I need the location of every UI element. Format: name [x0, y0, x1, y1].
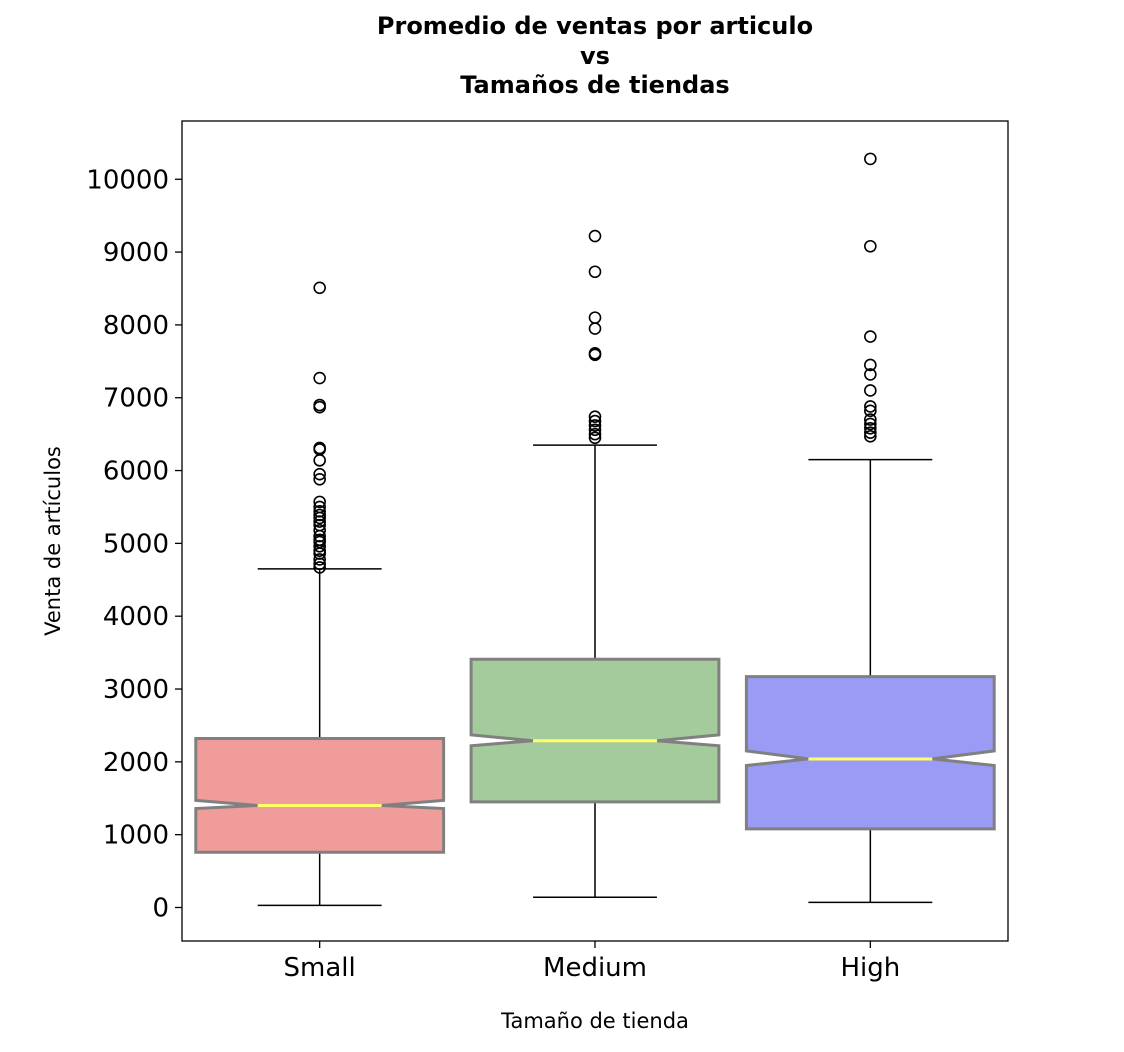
outlier-point — [588, 322, 602, 335]
outlier-point — [313, 515, 326, 528]
outlier-point — [313, 529, 326, 543]
outlier-point — [864, 422, 877, 435]
outlier-point — [864, 384, 877, 397]
outlier-point — [864, 239, 877, 253]
outlier-point — [313, 454, 326, 467]
outlier-point — [313, 557, 326, 571]
outlier-point — [313, 400, 326, 414]
outlier-point — [313, 281, 326, 295]
y-tick-label: 10000 — [86, 165, 169, 195]
outlier-point — [588, 229, 602, 243]
outlier-point — [588, 431, 602, 445]
outlier-point — [313, 505, 326, 518]
x-tick-label: Medium — [543, 953, 647, 983]
y-tick-label: 5000 — [103, 529, 169, 559]
outlier-point — [864, 426, 877, 439]
outlier-point — [313, 561, 326, 574]
y-tick-label: 6000 — [103, 457, 169, 487]
outlier-point — [864, 152, 877, 166]
box-body — [194, 737, 446, 854]
outlier-point — [864, 400, 877, 413]
outlier-point — [313, 511, 326, 525]
box-group-small — [194, 281, 446, 907]
outlier-point — [864, 430, 877, 443]
outlier-point — [588, 419, 602, 432]
y-tick-label: 4000 — [103, 602, 169, 632]
y-tick-label: 8000 — [103, 311, 169, 341]
y-tick-label: 7000 — [103, 384, 169, 414]
outlier-point — [313, 539, 326, 553]
outlier-point — [588, 311, 602, 324]
box-body — [744, 675, 996, 831]
outlier-point — [313, 553, 326, 566]
box-body — [469, 657, 721, 804]
outlier-point — [588, 414, 602, 428]
outlier-point — [588, 410, 602, 423]
y-tick-label: 0 — [152, 894, 169, 924]
outlier-point — [313, 467, 326, 481]
outlier-point — [864, 330, 877, 343]
plot-area — [194, 152, 996, 907]
y-tick-label: 2000 — [103, 748, 169, 778]
x-tick-label: High — [840, 953, 900, 983]
box-group-high — [744, 152, 996, 904]
y-tick-label: 3000 — [103, 675, 169, 705]
chart-title-line: vs — [580, 41, 610, 70]
x-axis: Small Medium High — [284, 941, 900, 983]
chart-title-line: Promedio de ventas por articulo — [376, 12, 814, 40]
outlier-point — [313, 495, 326, 509]
chart-title-line: Tamaños de tiendas — [460, 71, 730, 99]
outlier-point — [588, 348, 602, 362]
outlier-point — [588, 265, 602, 279]
outlier-point — [864, 358, 877, 372]
outlier-point — [313, 547, 326, 560]
outlier-point — [313, 472, 326, 486]
outlier-point — [864, 404, 877, 418]
box-group-medium — [469, 229, 721, 899]
outlier-point — [588, 427, 602, 441]
y-axis-label: Venta de artículos — [41, 446, 65, 636]
y-tick-label: 9000 — [103, 238, 169, 268]
outlier-point — [864, 417, 877, 431]
chart-title: Promedio de ventas por articulo vs Tamañ… — [0, 12, 1124, 101]
y-tick-label: 1000 — [103, 821, 169, 851]
outlier-point — [864, 413, 877, 426]
outlier-point — [864, 368, 877, 381]
outlier-point — [588, 423, 602, 437]
x-axis-label: Tamaño de tienda — [500, 1009, 689, 1033]
x-tick-label: Small — [284, 953, 356, 983]
y-axis: 0 1000 2000 3000 4000 5000 6000 7000 8000 9000 100… — [86, 165, 182, 924]
outlier-point — [313, 371, 326, 385]
